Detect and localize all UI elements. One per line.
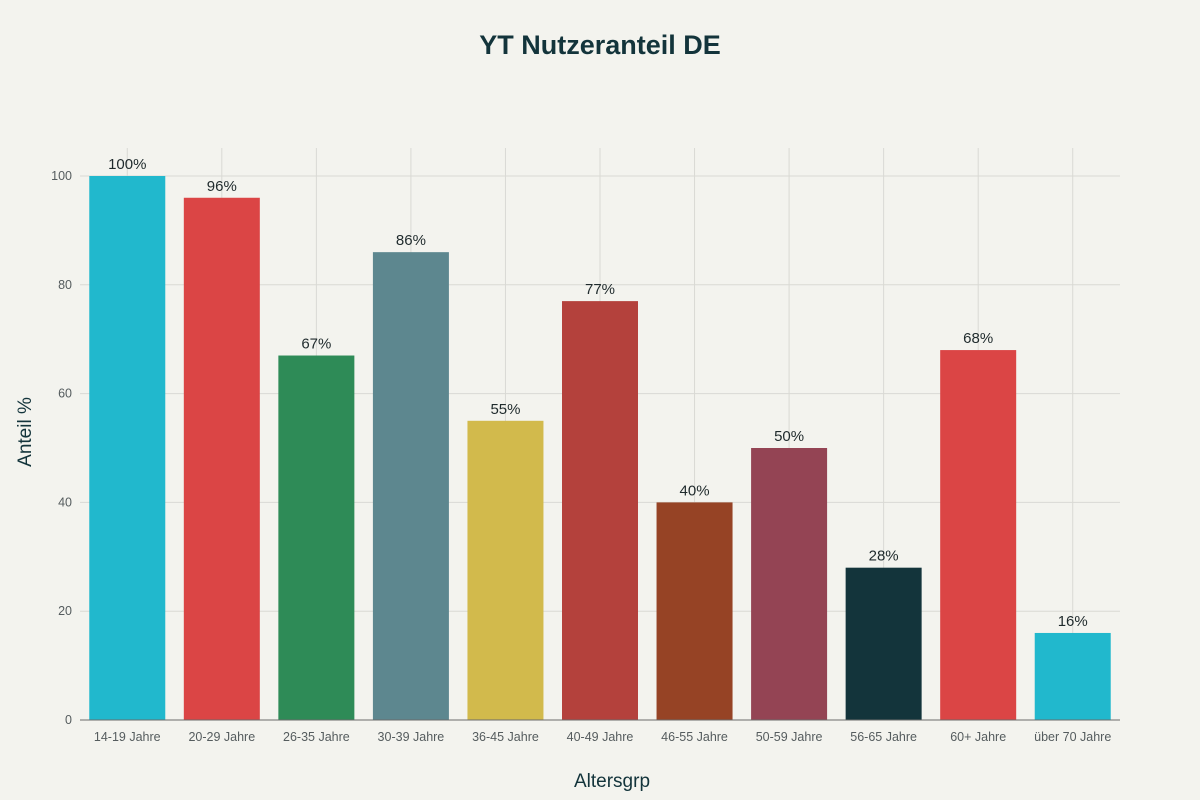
data-label-7: 40%	[680, 482, 710, 499]
y-tick-label: 0	[65, 713, 72, 727]
bar-1	[89, 176, 166, 720]
x-tick-label-11: über 70 Jahre	[1034, 730, 1111, 744]
chart-title: YT Nutzeranteil DE	[479, 30, 721, 60]
x-tick-label-6: 40-49 Jahre	[567, 730, 634, 744]
bar-9	[845, 567, 922, 720]
data-label-6: 77%	[585, 281, 615, 298]
y-axis-title: Anteil %	[15, 397, 36, 467]
y-tick-label: 80	[58, 278, 72, 292]
data-label-1: 100%	[108, 156, 146, 173]
data-label-2: 96%	[207, 178, 237, 195]
bar-7	[656, 502, 733, 720]
y-tick-label: 20	[58, 604, 72, 618]
bar-4	[372, 252, 449, 720]
x-tick-label-4: 30-39 Jahre	[378, 730, 445, 744]
bar-5	[467, 420, 544, 720]
x-tick-label-9: 56-65 Jahre	[850, 730, 917, 744]
x-tick-label-1: 14-19 Jahre	[94, 730, 161, 744]
bar-3	[278, 355, 355, 720]
bar-8	[751, 448, 828, 720]
bar-6	[562, 301, 638, 720]
x-tick-label-7: 46-55 Jahre	[661, 730, 728, 744]
x-tick-label-5: 36-45 Jahre	[472, 730, 539, 744]
data-label-10: 68%	[963, 330, 993, 347]
bar-2	[183, 197, 260, 720]
data-label-8: 50%	[774, 428, 804, 445]
x-tick-label-10: 60+ Jahre	[950, 730, 1006, 744]
data-label-11: 16%	[1058, 613, 1088, 630]
y-tick-label: 60	[58, 387, 72, 401]
data-label-9: 28%	[869, 548, 899, 565]
x-tick-label-3: 26-35 Jahre	[283, 730, 350, 744]
data-label-5: 55%	[490, 401, 520, 418]
data-label-4: 86%	[396, 232, 426, 249]
y-tick-label: 100	[51, 169, 72, 183]
y-tick-label: 40	[58, 495, 72, 509]
x-tick-label-8: 50-59 Jahre	[756, 730, 823, 744]
bar-10	[940, 350, 1017, 720]
x-tick-label-2: 20-29 Jahre	[188, 730, 255, 744]
bar-11	[1034, 632, 1111, 720]
x-axis-title: Altersgrp	[574, 771, 650, 792]
data-label-3: 67%	[301, 336, 331, 353]
